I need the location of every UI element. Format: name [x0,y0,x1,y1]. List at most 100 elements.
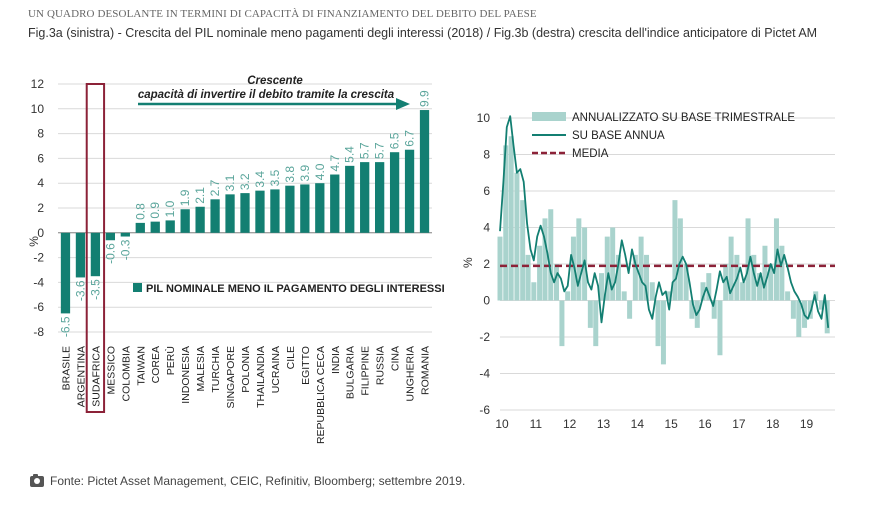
quarterly-bar [790,300,796,319]
quarterly-bar [615,254,621,301]
quarterly-bar [531,282,537,301]
legend-label: SU BASE ANNUA [572,130,665,142]
category-label: BULGARIA [345,346,357,399]
quarterly-bar [621,291,627,301]
y-tick-label: 8 [37,127,44,141]
quarterly-bar [700,282,706,301]
data-label: 6.7 [403,130,417,147]
data-label: 0.9 [148,202,162,219]
y-tick-label: -8 [33,325,44,339]
quarterly-bar [655,300,661,347]
data-label: 5.7 [373,142,387,159]
bar [150,221,160,233]
quarterly-bar [807,300,813,319]
bar [255,190,265,233]
quarterly-bar [751,254,757,301]
quarterly-bar [627,300,633,319]
y-tick-label: 12 [31,77,45,91]
quarterly-bar [497,236,503,301]
source-text: Fonte: Pictet Asset Management, CEIC, Re… [50,474,466,488]
quarterly-bar [785,291,791,301]
legend-label: ANNUALIZZATO SU BASE TRIMESTRALE [572,112,795,124]
y-tick-label: -2 [479,330,490,344]
bar [389,152,400,233]
y-axis-label: % [27,236,41,247]
quarterly-bar [554,264,560,301]
data-label: 3.5 [268,169,282,186]
bar [270,189,280,233]
data-label: 2.1 [193,187,207,204]
annotation-text: capacità di invertire il debito tramite … [138,89,395,101]
category-label: RUSSIA [375,346,387,385]
bar [135,222,145,233]
y-tick-label: 0 [37,226,44,240]
quarterly-bar [672,200,678,301]
quarterly-bar [542,218,548,301]
bar [60,232,71,314]
quarterly-bar [576,218,582,301]
quarterly-bar [734,254,740,301]
category-label: COREA [150,346,162,383]
quarterly-bar [593,300,599,347]
quarterly-bar [666,291,672,301]
quarterly-bar [565,291,571,301]
x-tick-label: 19 [800,417,814,431]
quarterly-bar [768,264,774,301]
bar [75,232,86,278]
category-label: PERÙ [164,346,177,375]
legend-swatch [133,283,142,292]
quarterly-bar [745,218,751,301]
quarterly-bar [537,245,543,301]
y-tick-label: 2 [483,257,490,271]
bar [285,185,295,233]
source-note: Fonte: Pictet Asset Management, CEIC, Re… [30,473,466,488]
category-label: THAILANDIA [255,346,267,408]
quarterly-bar [503,145,509,301]
y-tick-label: 10 [31,102,45,116]
quarterly-bar [740,282,746,301]
data-label: 9.9 [418,90,432,107]
x-tick-label: 17 [732,417,746,431]
data-label: -6.5 [58,316,72,337]
category-label: CINA [390,346,402,371]
category-label: COLOMBIA [120,346,132,401]
data-label: 3.2 [238,173,252,190]
category-label: INDONESIA [180,346,192,404]
quarterly-bar [570,236,576,301]
bar [419,110,430,233]
data-label: 1.9 [178,189,192,206]
quarterly-bar [638,236,644,301]
quarterly-bar [559,300,565,347]
quarterly-bar [802,300,808,328]
category-label: EGITTO [300,346,312,385]
category-label: POLONIA [240,346,252,393]
category-label: UNGHERIA [405,346,417,401]
annual-line [499,115,830,328]
quarterly-bar [813,291,819,301]
quarterly-bar [677,218,683,301]
bar [300,184,310,233]
category-label: UCRAINA [270,346,282,393]
quarterly-bar [711,300,717,319]
data-label: 3.8 [283,166,297,183]
data-label: 2.7 [208,179,222,196]
quarterly-bar [717,300,723,356]
bar [105,232,115,241]
category-label: TAIWAN [135,346,147,386]
quarterly-bar [644,254,650,301]
bar [330,174,340,233]
chart-kicker: UN QUADRO DESOLANTE IN TERMINI DI CAPACI… [28,8,537,20]
quarterly-bar [773,218,779,301]
bar [165,220,175,233]
x-tick-label: 10 [495,417,509,431]
quarterly-bar [649,282,655,301]
data-label: 4.7 [328,155,342,172]
data-label: 1.0 [163,200,177,217]
quarterly-bar [796,300,802,337]
category-label: BRASILE [60,346,72,390]
annotation-title: Crescente [247,75,303,87]
quarterly-bar [818,300,824,310]
bar-chart-left: -8 -6 -4 -2 0 2 4 6 8 10 12% -6.5 BRASILE -3.6 ARGENTI… [27,75,445,444]
y-tick-label: 4 [483,221,490,235]
bar [180,209,190,233]
